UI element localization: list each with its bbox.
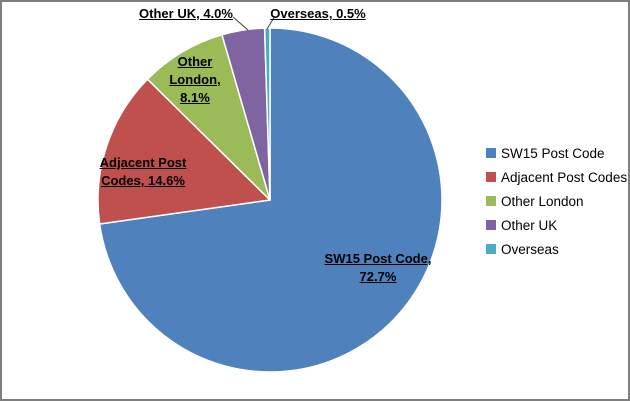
data-label-other-london: Other London, 8.1% <box>169 53 220 107</box>
legend-label-sw15-post-code: SW15 Post Code <box>501 145 605 161</box>
data-label-line: 8.1% <box>180 90 210 105</box>
leader-line-overseas <box>266 15 276 30</box>
data-label-sw15-post-code: SW15 Post Code, 72.7% <box>325 250 432 286</box>
legend-item-other-london: Other London <box>486 189 627 213</box>
legend-swatch-sw15-post-code <box>486 148 496 158</box>
data-label-line: Adjacent Post <box>99 155 187 170</box>
data-label-other-uk: Other UK, 4.0% <box>139 5 233 23</box>
data-label-line: SW15 Post Code, <box>324 251 432 266</box>
legend: SW15 Post Code Adjacent Post Codes Other… <box>486 141 627 261</box>
data-label-line: Overseas, 0.5% <box>270 6 366 21</box>
legend-item-other-uk: Other UK <box>486 213 627 237</box>
data-label-line: 72.7% <box>359 269 397 284</box>
pie-slices <box>97 27 443 373</box>
data-label-overseas: Overseas, 0.5% <box>270 5 365 23</box>
legend-label-overseas: Overseas <box>501 241 559 257</box>
legend-item-overseas: Overseas <box>486 237 627 261</box>
legend-item-adjacent-post-codes: Adjacent Post Codes <box>486 165 627 189</box>
data-label-adjacent-post-codes: Adjacent Post Codes, 14.6% <box>100 154 187 190</box>
legend-swatch-adjacent-post-codes <box>486 172 496 182</box>
legend-label-adjacent-post-codes: Adjacent Post Codes <box>501 169 628 185</box>
legend-item-sw15-post-code: SW15 Post Code <box>486 141 627 165</box>
pie-slice-sw15-post-code <box>98 27 443 373</box>
pie-slice-adjacent-post-codes <box>97 78 271 225</box>
legend-label-other-london: Other London <box>501 193 584 209</box>
pie-slice-other-london <box>146 34 271 201</box>
legend-swatch-other-uk <box>486 220 496 230</box>
legend-swatch-other-london <box>486 196 496 206</box>
data-label-line: Other UK, 4.0% <box>139 6 233 21</box>
legend-label-other-uk: Other UK <box>501 217 558 233</box>
data-label-line: London, <box>169 72 221 87</box>
leader-line-other-uk <box>232 16 249 31</box>
data-label-line: Other <box>177 54 213 69</box>
data-label-line: Codes, 14.6% <box>101 173 185 188</box>
leader-lines <box>232 15 276 31</box>
legend-swatch-overseas <box>486 244 496 254</box>
